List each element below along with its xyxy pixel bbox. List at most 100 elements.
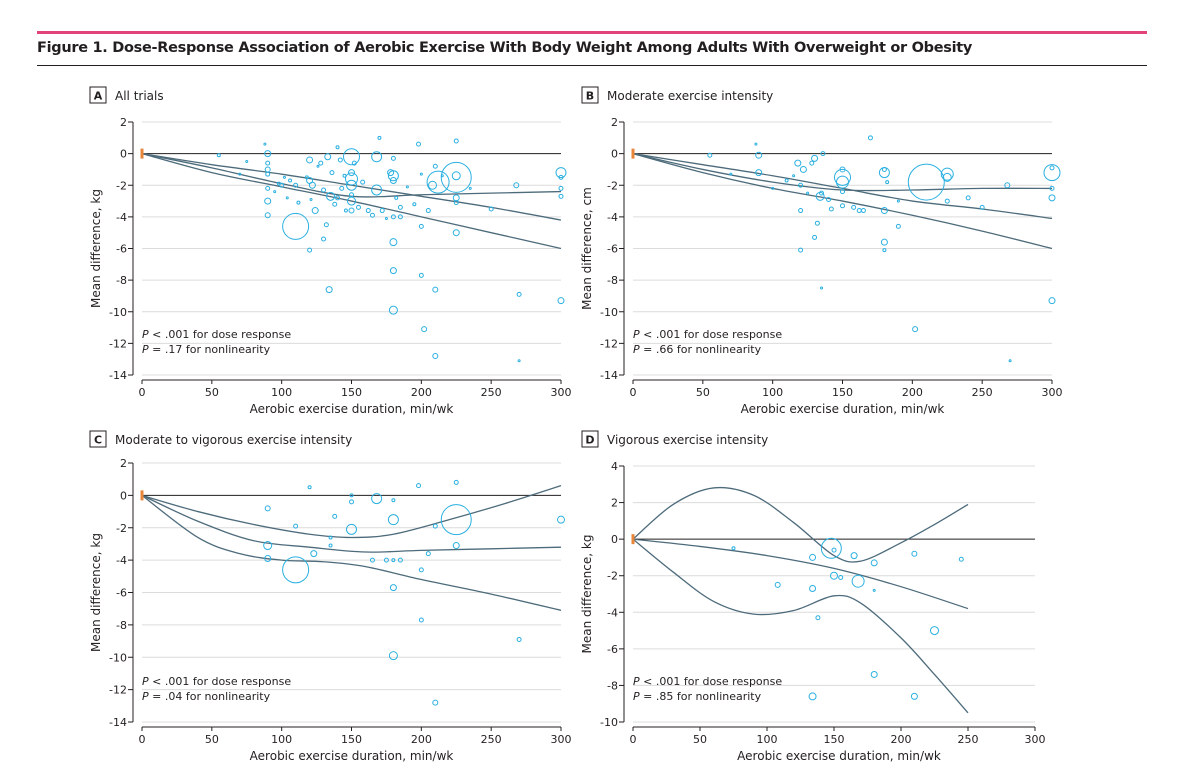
data-point [337,157,343,163]
x-axis-label: Aerobic exercise duration, min/wk [250,749,454,763]
data-point [808,692,817,701]
data-point [882,248,887,253]
data-point [307,247,313,253]
data-point [453,200,459,206]
data-point [880,238,888,246]
data-point [343,148,360,166]
data-point [912,326,919,333]
data-point [755,169,763,177]
x-tick-label: 300 [1025,733,1046,746]
data-point [282,175,286,179]
data-point [838,575,844,581]
data-point [860,208,866,214]
x-tick-label: 150 [832,386,853,399]
data-point [815,615,821,621]
data-point [263,541,273,551]
data-point [930,626,939,636]
data-point [412,202,417,207]
dose-response-pvalue: P < .001 for dose response [142,328,291,341]
data-point [558,193,564,199]
data-point [360,179,366,185]
y-tick-label: -4 [116,211,127,224]
panel-letter: D [585,434,594,447]
data-point [425,551,431,557]
y-tick-label: -10 [600,306,618,319]
data-point [809,160,815,166]
data-point [558,174,564,180]
data-point [332,201,338,207]
panel-letter: B [586,90,594,103]
data-point [878,167,890,179]
data-point [369,212,375,218]
panel-title: Moderate to vigorous exercise intensity [115,433,352,447]
y-tick-label: -6 [607,643,618,656]
data-point [335,195,341,201]
data-point [329,170,335,176]
data-point [421,326,428,333]
nonlinearity-pvalue: P = .85 for nonlinearity [633,690,762,703]
dose-response-curve-3 [632,152,1053,250]
data-point [798,182,804,188]
panel-title: Moderate exercise intensity [607,89,773,103]
y-tick-label: -12 [600,337,618,350]
data-point [347,196,356,206]
data-point [345,172,358,186]
data-point [830,571,838,580]
data-point [391,558,396,563]
x-tick-label: 0 [630,733,637,746]
data-point [812,234,818,240]
data-point [310,550,318,558]
y-tick-label: -2 [607,570,618,583]
y-tick-label: -2 [607,179,618,192]
x-tick-label: 100 [757,733,778,746]
x-tick-label: 200 [411,733,432,746]
y-tick-label: -4 [607,606,618,619]
dose-response-curve-1 [141,485,562,539]
data-point [958,556,964,562]
data-point [416,483,422,489]
panel-letter-box [581,430,599,448]
data-point [279,182,285,188]
data-point [390,214,396,220]
data-point [328,543,333,548]
data-point [806,191,810,195]
data-point [432,163,438,169]
dose-response-curve-1 [632,152,1053,220]
panel-title: Vigorous exercise intensity [607,433,768,447]
data-point [321,236,327,242]
data-point [265,171,271,177]
data-point [896,199,900,203]
dose-response-pvalue: P < .001 for dose response [633,328,782,341]
data-point [820,537,842,559]
data-point [285,196,289,200]
y-tick-label: 0 [611,533,618,546]
y-tick-label: -14 [109,369,127,382]
data-point [323,222,329,228]
x-tick-label: 100 [271,386,292,399]
data-point [836,175,849,189]
y-axis-label: Mean difference, kg [89,189,103,308]
data-point [944,198,950,204]
data-point [839,166,846,173]
data-point [389,177,397,185]
data-point [307,485,312,490]
data-point [397,557,403,563]
data-point [819,190,825,196]
data-point [388,305,398,315]
data-point [468,186,472,190]
data-point [911,550,918,557]
title-rule [37,65,1147,66]
y-tick-label: 2 [611,116,618,129]
data-point [318,160,324,166]
data-point [851,204,857,210]
data-point [731,546,736,551]
data-point [831,547,837,553]
data-point [452,542,460,550]
x-tick-label: 250 [958,733,979,746]
x-tick-label: 200 [891,733,912,746]
data-point [316,164,320,168]
data-point [371,493,383,505]
dose-response-curve-1 [632,486,969,563]
data-point [870,559,878,567]
data-point [440,504,472,536]
